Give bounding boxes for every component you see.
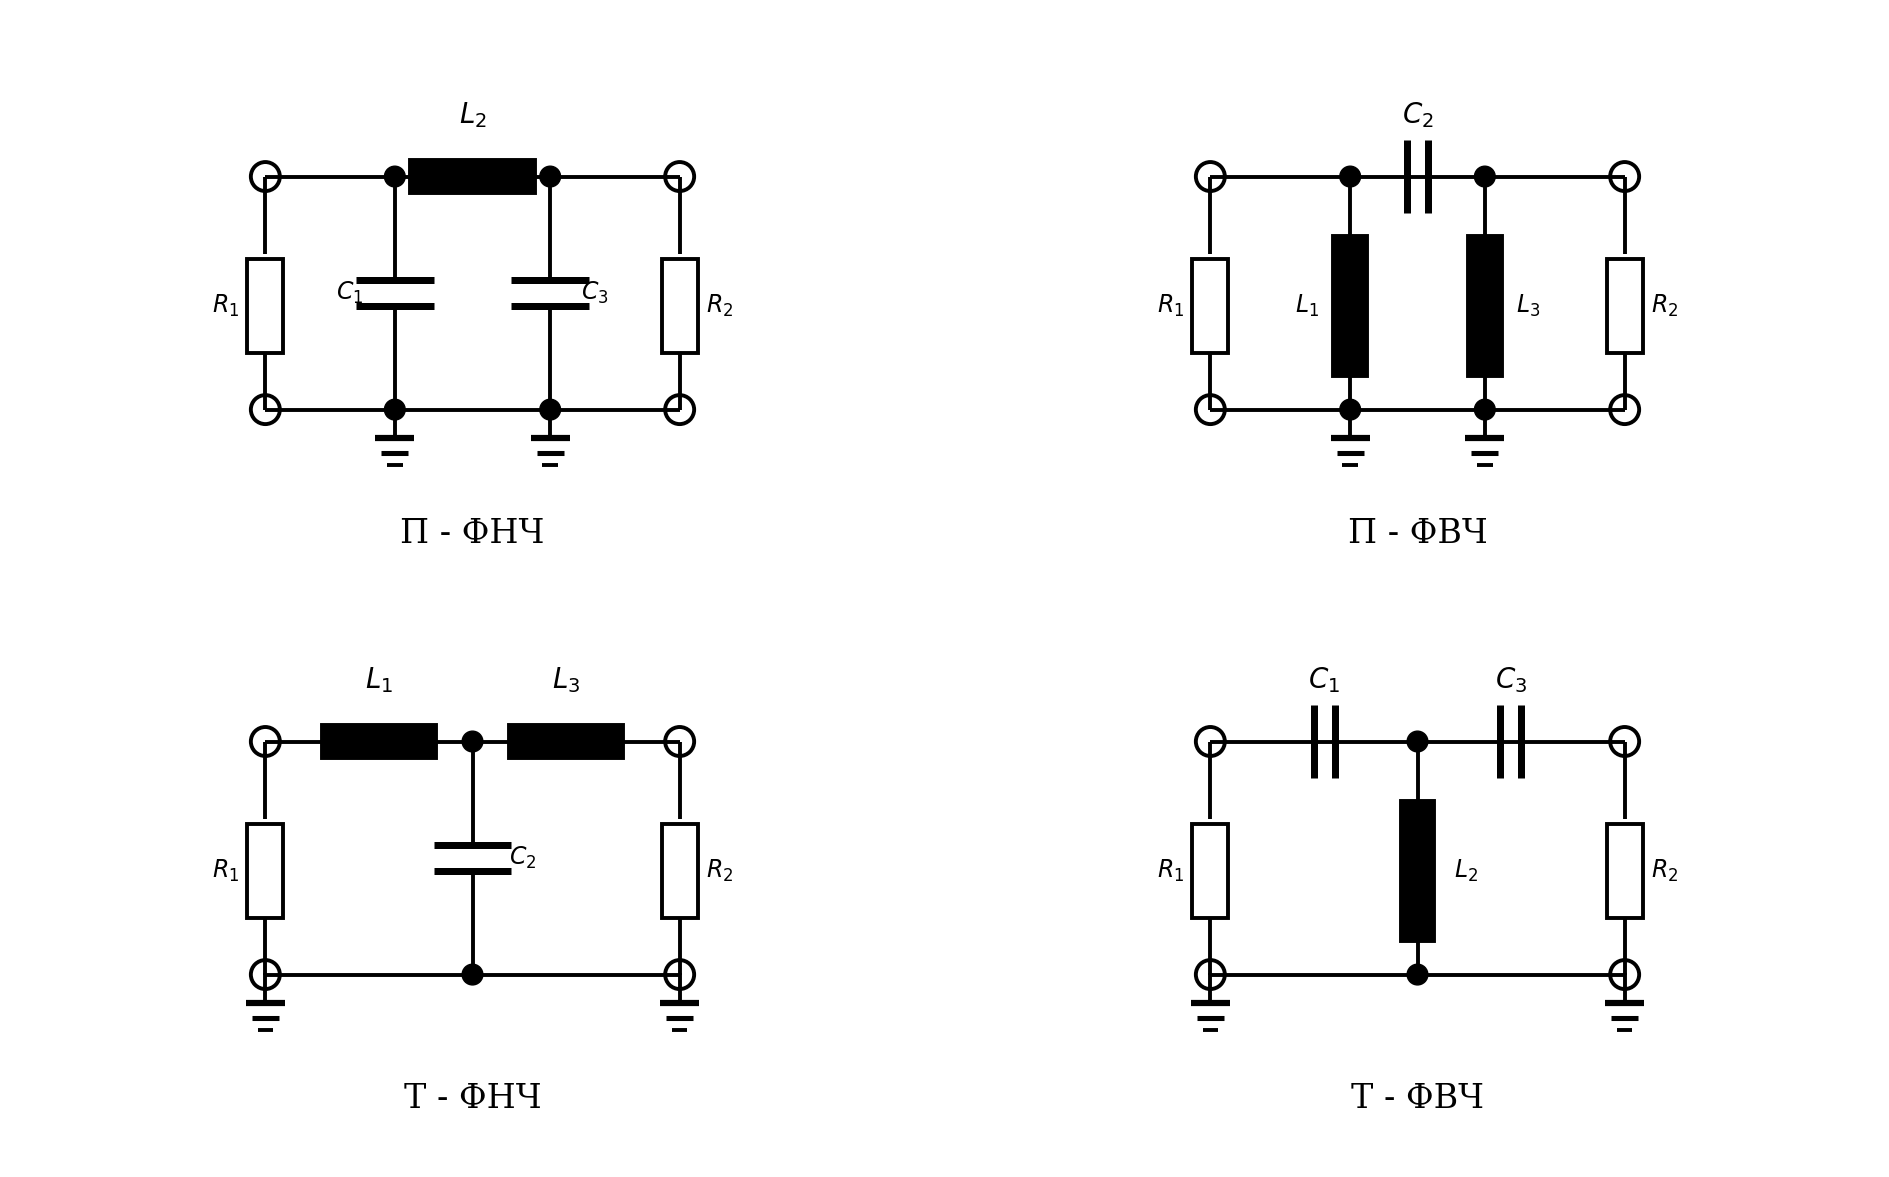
Circle shape: [540, 166, 561, 187]
Text: $L_2$: $L_2$: [459, 100, 485, 129]
Circle shape: [1339, 399, 1360, 420]
Bar: [1606, 824, 1642, 918]
Circle shape: [1473, 399, 1494, 420]
Text: П - ФНЧ: П - ФНЧ: [400, 518, 544, 550]
Text: Т - ФНЧ: Т - ФНЧ: [404, 1083, 540, 1115]
Bar: [1192, 824, 1228, 918]
Bar: [661, 259, 697, 353]
Circle shape: [1407, 731, 1426, 752]
Text: Т - ФВЧ: Т - ФВЧ: [1351, 1083, 1483, 1115]
Text: П - ФВЧ: П - ФВЧ: [1347, 518, 1487, 550]
Text: $L_1$: $L_1$: [365, 665, 393, 694]
Bar: [247, 824, 283, 918]
Text: $R_1$: $R_1$: [212, 858, 240, 884]
Bar: [323, 725, 436, 758]
Bar: [247, 259, 283, 353]
Text: $R_1$: $R_1$: [1156, 858, 1184, 884]
Circle shape: [463, 731, 482, 752]
Circle shape: [383, 166, 404, 187]
Bar: [1606, 259, 1642, 353]
Text: $L_2$: $L_2$: [1453, 858, 1477, 884]
Text: $C_2$: $C_2$: [1402, 100, 1432, 129]
Bar: [661, 824, 697, 918]
Text: $C_3$: $C_3$: [1494, 665, 1526, 694]
Text: $L_1$: $L_1$: [1294, 293, 1319, 319]
Bar: [1332, 237, 1366, 375]
Text: $R_1$: $R_1$: [212, 293, 240, 319]
Text: $R_2$: $R_2$: [1649, 858, 1677, 884]
Circle shape: [463, 964, 482, 985]
Text: $C_1$: $C_1$: [1307, 665, 1339, 694]
Text: $R_2$: $R_2$: [705, 293, 733, 319]
Text: $R_1$: $R_1$: [1156, 293, 1184, 319]
Bar: [1192, 259, 1228, 353]
Circle shape: [1473, 166, 1494, 187]
Text: $L_3$: $L_3$: [1515, 293, 1540, 319]
Circle shape: [1407, 964, 1426, 985]
Circle shape: [540, 399, 561, 420]
Text: $C_1$: $C_1$: [336, 280, 363, 306]
Bar: [1468, 237, 1502, 375]
Text: $R_2$: $R_2$: [1649, 293, 1677, 319]
Circle shape: [383, 399, 404, 420]
Text: $C_2$: $C_2$: [508, 845, 536, 871]
Bar: [410, 160, 535, 193]
Bar: [508, 725, 621, 758]
Text: $C_3$: $C_3$: [582, 280, 608, 306]
Circle shape: [1339, 166, 1360, 187]
Text: $L_3$: $L_3$: [552, 665, 580, 694]
Text: $R_2$: $R_2$: [705, 858, 733, 884]
Bar: [1400, 802, 1434, 940]
